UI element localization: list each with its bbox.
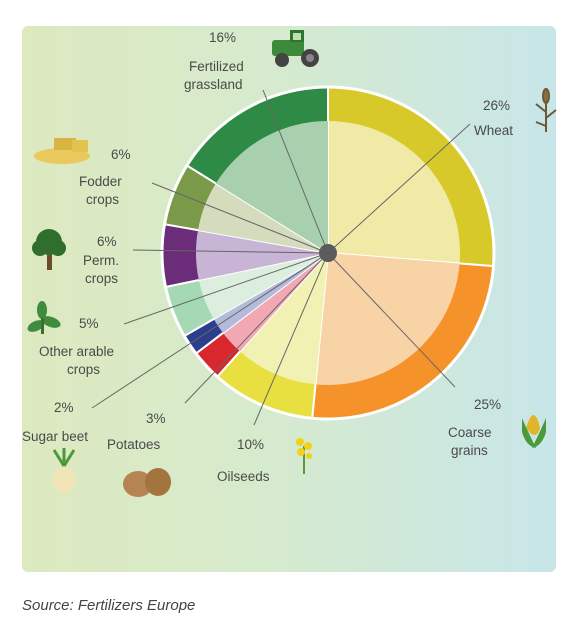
label-grass-name1: Fertilized (189, 59, 244, 74)
slice-inner-other-arable-crops (198, 253, 328, 319)
tractor-icon (272, 30, 319, 67)
label-grass-pct: 16% (209, 30, 236, 45)
leader-fodder (151, 182, 329, 254)
leader-potatoes (184, 252, 329, 404)
label-oilseeds-pct: 10% (237, 437, 264, 452)
label-wheat-pct: 26% (483, 98, 510, 113)
label-other-name2: crops (67, 362, 100, 377)
label-coarse-name2: grains (451, 443, 488, 458)
pie-outline (160, 85, 496, 421)
label-other-name1: Other arable (39, 344, 114, 359)
leader-oilseeds (253, 252, 329, 426)
leader-other (123, 252, 329, 325)
source-note: Source: Fertilizers Europe (22, 597, 196, 614)
plant-icon (27, 301, 61, 334)
pie-center-dot (319, 244, 337, 262)
slice-inner-fodder-crops (198, 183, 328, 253)
wheat-icon (535, 88, 557, 132)
leader-sugar (91, 252, 329, 409)
tree-icon (32, 229, 66, 270)
potato-icon (123, 468, 171, 497)
label-fodder-name2: crops (86, 192, 119, 207)
leader-wheat (327, 123, 471, 254)
label-oilseeds-name: Oilseeds (217, 469, 270, 484)
label-wheat-name: Wheat (474, 123, 513, 138)
label-fodder-name1: Fodder (79, 174, 122, 189)
slice-inner-potatoes (222, 253, 328, 352)
label-other-pct: 5% (79, 316, 99, 331)
slice-inner-oilseeds (239, 253, 328, 385)
leader-grass (262, 89, 329, 254)
slice-inner-coarse-grains (315, 253, 460, 385)
label-potatoes-pct: 3% (146, 411, 166, 426)
label-sugar-pct: 2% (54, 400, 74, 415)
slice-inner-wheat (328, 121, 460, 264)
slice-inner-perm-crops (196, 230, 328, 281)
label-sugar-name: Sugar beet (22, 429, 88, 444)
label-fodder-pct: 6% (111, 147, 131, 162)
label-perm-pct: 6% (97, 234, 117, 249)
slice-inner-fertilized-grassland (215, 121, 328, 253)
slice-inner-sugar-beet (213, 253, 328, 333)
leader-perm (132, 249, 329, 254)
slice-labels: 26% Wheat 25% Coarse grains 10% Oilseeds… (22, 30, 513, 484)
leader-coarse (327, 252, 456, 388)
corn-icon (522, 415, 546, 448)
hay-icon (34, 138, 90, 164)
label-grass-name2: grassland (184, 77, 243, 92)
label-coarse-name1: Coarse (448, 425, 492, 440)
rapeseed-icon (296, 438, 312, 474)
sugar-beet-icon (52, 448, 76, 493)
label-perm-name2: crops (85, 271, 118, 286)
label-potatoes-name: Potatoes (107, 437, 161, 452)
pie-slices (160, 85, 496, 421)
label-coarse-pct: 25% (474, 397, 501, 412)
label-perm-name1: Perm. (83, 253, 119, 268)
leader-lines (91, 89, 471, 426)
